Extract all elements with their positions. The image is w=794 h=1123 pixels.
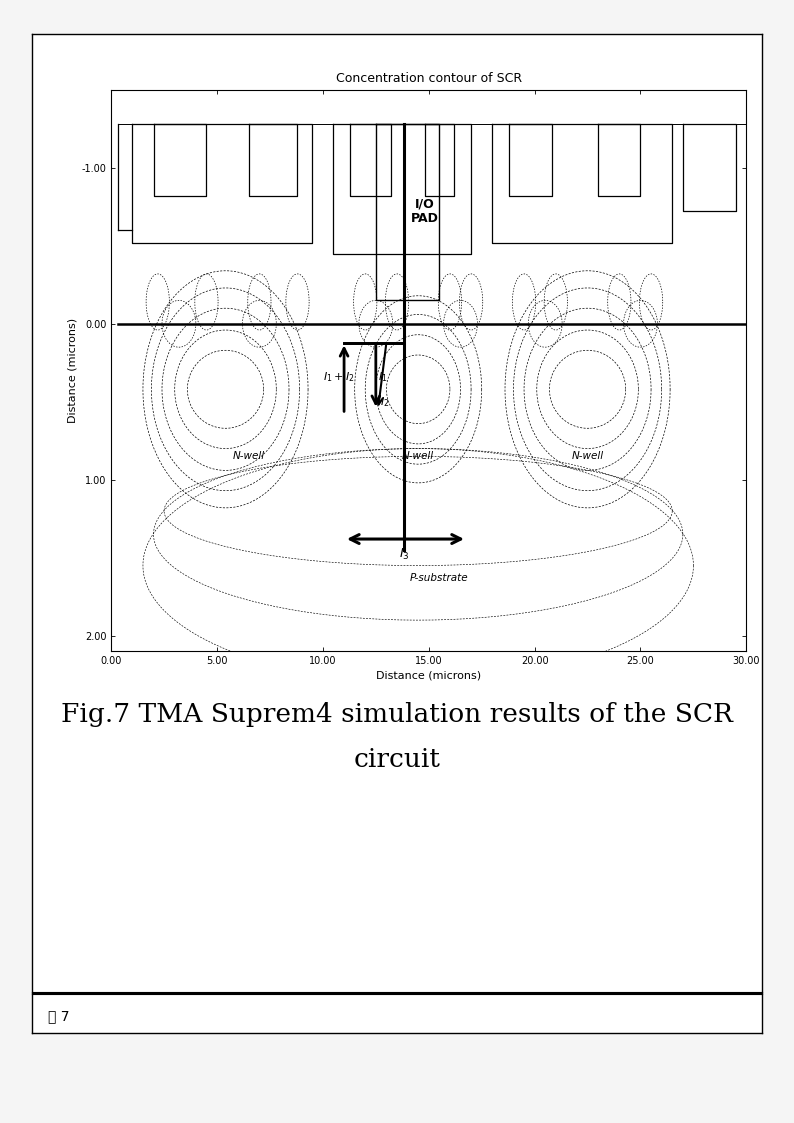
Text: 图 7: 图 7 [48,1010,69,1023]
X-axis label: Distance (microns): Distance (microns) [376,670,481,681]
Text: $I_1+I_2$: $I_1+I_2$ [323,369,354,384]
Text: I/O
PAD: I/O PAD [410,198,438,226]
Text: P-substrate: P-substrate [410,573,468,583]
Text: $I_3$: $I_3$ [399,547,410,562]
Text: N-well: N-well [402,451,434,462]
Text: $I_2$: $I_2$ [380,395,390,409]
Text: N-well: N-well [572,451,603,462]
Text: Fig.7 TMA Suprem4 simulation results of the SCR: Fig.7 TMA Suprem4 simulation results of … [61,702,733,727]
Text: circuit: circuit [353,747,441,772]
Text: $I_1$: $I_1$ [378,369,387,384]
Y-axis label: Distance (microns): Distance (microns) [67,318,77,423]
Text: N-well: N-well [233,451,265,462]
Title: Concentration contour of SCR: Concentration contour of SCR [336,72,522,84]
